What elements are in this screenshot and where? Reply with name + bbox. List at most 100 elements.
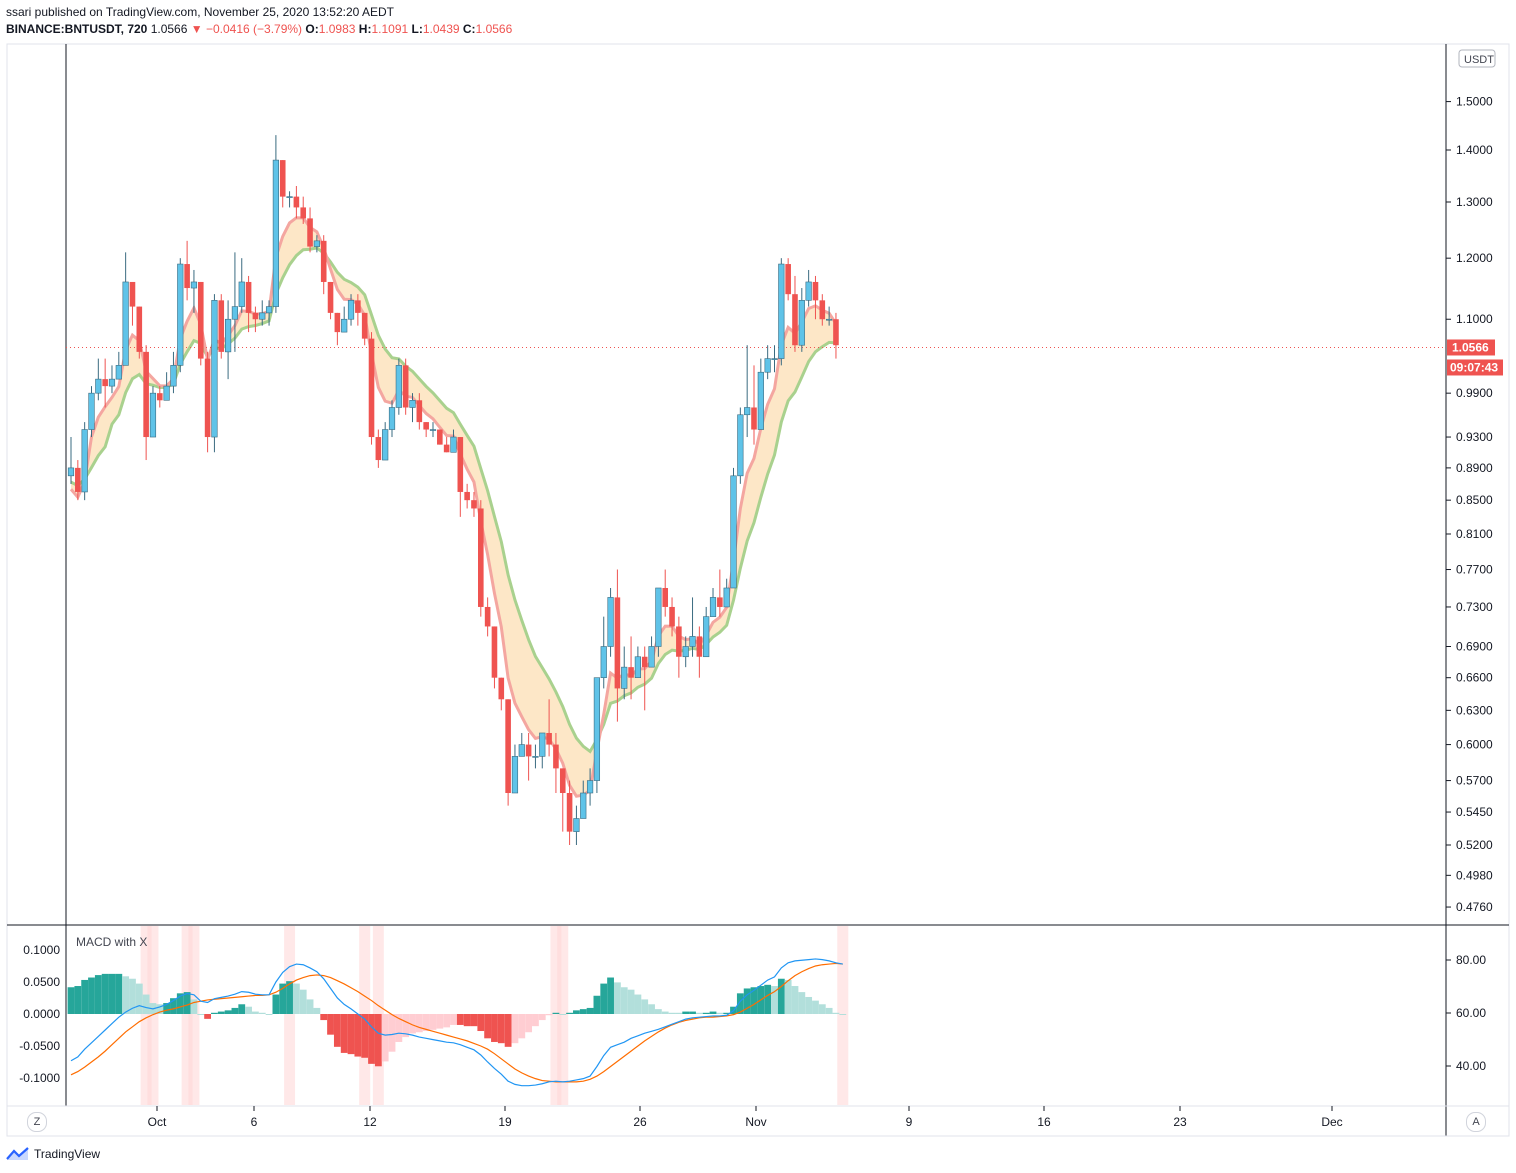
candle-body[interactable] — [375, 437, 382, 461]
candle-body[interactable] — [218, 300, 225, 352]
candle-body[interactable] — [471, 500, 477, 509]
candle-body[interactable] — [518, 744, 525, 757]
price-axis[interactable]: 1.5000 1.4000 1.3000 1.2000 1.1000 0.9900 0.93… — [1446, 49, 1503, 914]
candle-body[interactable] — [67, 467, 75, 477]
candle-body[interactable] — [689, 636, 696, 647]
candle-body[interactable] — [812, 281, 819, 301]
candle-body[interactable] — [300, 207, 307, 219]
candle-body[interactable] — [170, 365, 177, 387]
candle-body[interactable] — [224, 318, 232, 353]
candle-body[interactable] — [457, 437, 464, 492]
candle-body[interactable] — [600, 646, 607, 678]
candle-body[interactable] — [402, 365, 409, 408]
symbol-label[interactable]: BINANCE:BNTUSDT, 720 — [6, 22, 148, 36]
candle-body[interactable] — [334, 312, 341, 333]
candle-body[interactable] — [190, 281, 198, 289]
candle-body[interactable] — [238, 281, 245, 307]
candle-body[interactable] — [621, 666, 628, 689]
candle-body[interactable] — [429, 429, 437, 431]
candle-body[interactable] — [505, 699, 511, 793]
candle-body[interactable] — [293, 196, 300, 208]
candle-body[interactable] — [580, 792, 587, 819]
candle-body[interactable] — [484, 606, 491, 627]
candle-body[interactable] — [792, 294, 798, 346]
candle-body[interactable] — [143, 351, 149, 438]
candle-body[interactable] — [682, 646, 689, 658]
candle-body[interactable] — [491, 626, 498, 678]
candle-body[interactable] — [272, 159, 280, 307]
currency-tag[interactable] — [1458, 49, 1496, 68]
candle-body[interactable] — [423, 422, 429, 430]
candle-body[interactable] — [197, 281, 204, 359]
candle-body[interactable] — [259, 312, 266, 320]
candle-body[interactable] — [279, 160, 286, 197]
candle-body[interactable] — [751, 407, 757, 430]
candle-body[interactable] — [532, 756, 539, 758]
candle-body[interactable] — [313, 240, 320, 247]
log-scale-button[interactable]: Z — [27, 1112, 47, 1132]
candle-body[interactable] — [129, 281, 136, 307]
candle-body[interactable] — [709, 597, 717, 617]
candle-body[interactable] — [252, 312, 259, 320]
candle-body[interactable] — [785, 264, 791, 295]
candle-body[interactable] — [566, 792, 573, 832]
candle-body[interactable] — [478, 508, 484, 607]
candle-body[interactable] — [525, 744, 532, 757]
candle-body[interactable] — [744, 407, 751, 416]
candle-body[interactable] — [655, 587, 662, 647]
candle-body[interactable] — [634, 656, 641, 678]
candle-body[interactable] — [798, 300, 805, 346]
candle-body[interactable] — [149, 392, 157, 438]
candle-body[interactable] — [573, 818, 580, 832]
candle-body[interactable] — [464, 491, 470, 501]
candle-body[interactable] — [286, 196, 293, 198]
candle-body[interactable] — [163, 385, 170, 401]
candle-body[interactable] — [641, 656, 648, 668]
candle-body[interactable] — [95, 378, 102, 394]
candle-body[interactable] — [703, 616, 710, 658]
candle-body[interactable] — [628, 667, 634, 678]
candle-body[interactable] — [833, 319, 839, 346]
candle-body[interactable] — [75, 467, 81, 492]
candle-body[interactable] — [388, 407, 396, 430]
candle-body[interactable] — [115, 365, 122, 380]
tradingview-logo[interactable]: TradingView — [6, 1147, 100, 1161]
candle-body[interactable] — [156, 393, 163, 401]
candle-body[interactable] — [416, 400, 423, 423]
candle-body[interactable] — [382, 429, 389, 461]
candle-body[interactable] — [607, 597, 614, 647]
candle-body[interactable] — [184, 264, 190, 289]
candle-body[interactable] — [826, 318, 833, 321]
candle-body[interactable] — [553, 744, 559, 769]
auto-scale-button[interactable]: A — [1466, 1112, 1486, 1132]
candle-body[interactable] — [355, 300, 361, 313]
candle-body[interactable] — [778, 263, 785, 359]
candle-body[interactable] — [819, 300, 826, 320]
candle-body[interactable] — [347, 300, 355, 320]
candle-body[interactable] — [805, 281, 812, 301]
candle-body[interactable] — [437, 429, 443, 445]
candle-body[interactable] — [669, 606, 675, 627]
candle-body[interactable] — [757, 371, 764, 430]
candle-body[interactable] — [102, 379, 108, 387]
candle-body[interactable] — [245, 281, 252, 313]
candle-body[interactable] — [559, 768, 566, 793]
candle-body[interactable] — [327, 281, 334, 313]
candle-body[interactable] — [108, 378, 116, 387]
candle-body[interactable] — [395, 365, 402, 408]
candle-body[interactable] — [341, 318, 348, 333]
candle-body[interactable] — [730, 475, 737, 589]
candle-body[interactable] — [211, 300, 218, 438]
candle-body[interactable] — [511, 756, 519, 794]
candles-group[interactable] — [67, 135, 839, 845]
candle-body[interactable] — [409, 399, 416, 408]
candle-body[interactable] — [614, 597, 621, 689]
candle-body[interactable] — [586, 780, 594, 794]
candle-body[interactable] — [136, 306, 143, 352]
candle-body[interactable] — [764, 358, 771, 373]
candle-body[interactable] — [122, 281, 129, 366]
candle-body[interactable] — [498, 677, 505, 700]
time-axis[interactable]: Oct 6 12 19 26 Nov 9 16 23 Dec — [148, 1106, 1343, 1129]
candle-body[interactable] — [307, 218, 313, 247]
